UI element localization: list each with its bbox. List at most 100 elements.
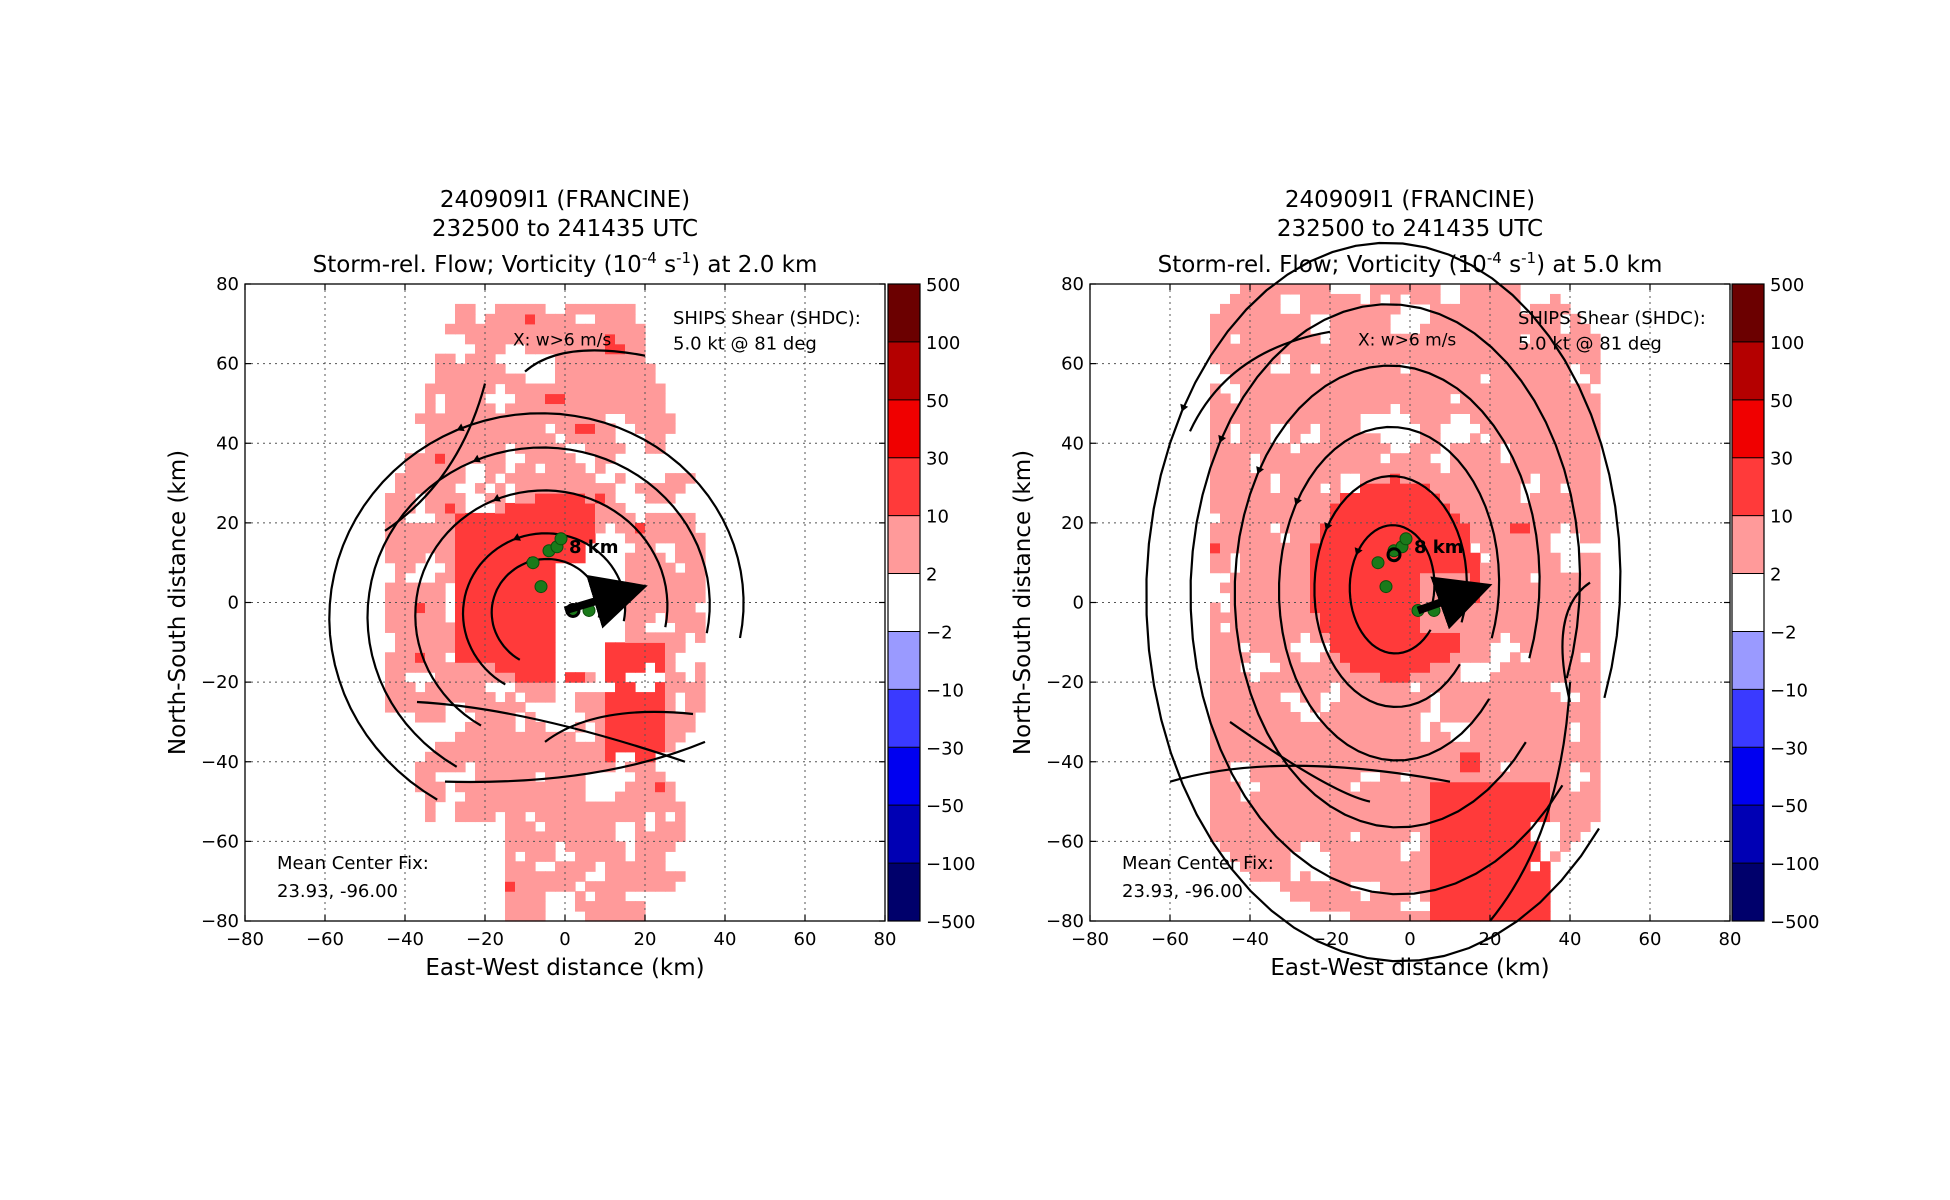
vorticity-cell	[1360, 602, 1371, 614]
vorticity-cell	[1370, 493, 1381, 504]
vorticity-cell	[1270, 851, 1281, 862]
vorticity-cell	[1450, 702, 1461, 713]
vorticity-cell	[1210, 662, 1221, 673]
vorticity-cell	[1350, 313, 1361, 325]
vorticity-cell	[1300, 383, 1311, 395]
vorticity-cell	[1480, 512, 1491, 524]
vorticity-cell	[595, 323, 606, 335]
vorticity-cell	[575, 423, 586, 434]
vorticity-cell	[1570, 741, 1581, 753]
vorticity-cell	[1520, 741, 1531, 753]
vorticity-cell	[1520, 662, 1531, 673]
vorticity-cell	[585, 323, 596, 335]
vorticity-cell	[1250, 801, 1261, 813]
vorticity-cell	[1450, 582, 1461, 594]
vorticity-cell	[1360, 562, 1371, 574]
vorticity-cell	[685, 532, 696, 544]
vorticity-cell	[1540, 801, 1551, 813]
vorticity-cell	[1590, 592, 1601, 604]
vorticity-cell	[1370, 363, 1381, 375]
vorticity-cell	[1490, 692, 1501, 703]
vorticity-cell	[555, 393, 566, 405]
vorticity-cell	[1400, 702, 1411, 713]
vorticity-cell	[545, 602, 556, 614]
vorticity-cell	[1420, 552, 1431, 564]
vorticity-cell	[1540, 552, 1551, 564]
vorticity-cell	[475, 711, 486, 723]
vorticity-cell	[605, 353, 616, 365]
vorticity-cell	[605, 483, 616, 494]
vorticity-cell	[1230, 303, 1241, 315]
vorticity-cell	[605, 453, 616, 464]
vorticity-cell	[545, 463, 556, 474]
vorticity-cell	[1440, 662, 1451, 673]
vorticity-cell	[485, 662, 496, 673]
vorticity-cell	[1550, 632, 1561, 643]
vorticity-cell	[385, 592, 396, 604]
vorticity-cell	[495, 572, 506, 584]
vorticity-cell	[1380, 682, 1391, 693]
vorticity-cell	[1490, 403, 1501, 414]
vorticity-cell	[1550, 602, 1561, 614]
vorticity-cell	[1450, 612, 1461, 624]
vorticity-cell	[395, 662, 406, 673]
vorticity-cell	[415, 781, 426, 793]
vorticity-cell	[1330, 721, 1341, 733]
vorticity-cell	[1560, 662, 1571, 673]
vorticity-cell	[1250, 562, 1261, 574]
vorticity-cell	[1510, 512, 1521, 524]
x-axis-label: East-West distance (km)	[1270, 955, 1549, 981]
vorticity-cell	[1230, 831, 1241, 842]
vorticity-cell	[1250, 861, 1261, 872]
vorticity-cell	[565, 741, 576, 753]
vorticity-cell	[535, 483, 546, 494]
vorticity-cell	[1540, 702, 1551, 713]
vorticity-cell	[1360, 662, 1371, 673]
vorticity-cell	[445, 483, 456, 494]
vorticity-cell	[1480, 622, 1491, 633]
vorticity-cell	[1510, 901, 1521, 912]
vorticity-cell	[1390, 791, 1401, 803]
vorticity-cell	[1330, 532, 1341, 544]
vorticity-cell	[1420, 284, 1431, 295]
vorticity-cell	[1270, 512, 1281, 524]
vorticity-cell	[1380, 811, 1391, 823]
vorticity-cell	[1220, 841, 1231, 852]
vorticity-cell	[1350, 751, 1361, 763]
vorticity-cell	[1460, 512, 1471, 524]
vorticity-cell	[1450, 871, 1461, 882]
vorticity-cell	[1530, 323, 1541, 335]
vorticity-cell	[1280, 393, 1291, 405]
vorticity-cell	[455, 502, 466, 514]
vorticity-cell	[415, 702, 426, 713]
vorticity-cell	[1500, 801, 1511, 813]
vorticity-cell	[1360, 343, 1371, 355]
y-tick-label: −40	[201, 752, 239, 773]
vorticity-cell	[1410, 502, 1421, 514]
vorticity-cell	[615, 791, 626, 803]
vorticity-cell	[1440, 751, 1451, 763]
vorticity-cell	[1320, 353, 1331, 365]
vorticity-cell	[535, 751, 546, 763]
vorticity-cell	[1300, 562, 1311, 574]
streamlines	[1145, 241, 1622, 963]
vorticity-cell	[1330, 622, 1341, 633]
vorticity-cell	[465, 791, 476, 803]
vorticity-cell	[555, 552, 566, 564]
vorticity-cell	[515, 841, 526, 852]
vorticity-cell	[1510, 602, 1521, 614]
vorticity-cell	[595, 702, 606, 713]
vorticity-cell	[1260, 602, 1271, 614]
vorticity-cell	[475, 433, 486, 444]
vorticity-cell	[665, 602, 676, 614]
streamlines	[328, 349, 745, 801]
vorticity-cell	[1420, 403, 1431, 414]
vorticity-cell	[1470, 293, 1481, 305]
vorticity-cell	[1470, 602, 1481, 614]
vorticity-cell	[1460, 453, 1471, 464]
vorticity-cell	[1470, 801, 1481, 813]
vorticity-cell	[1250, 821, 1261, 833]
vorticity-cell	[515, 632, 526, 643]
vorticity-cell	[595, 443, 606, 454]
vorticity-cell	[1400, 662, 1411, 673]
